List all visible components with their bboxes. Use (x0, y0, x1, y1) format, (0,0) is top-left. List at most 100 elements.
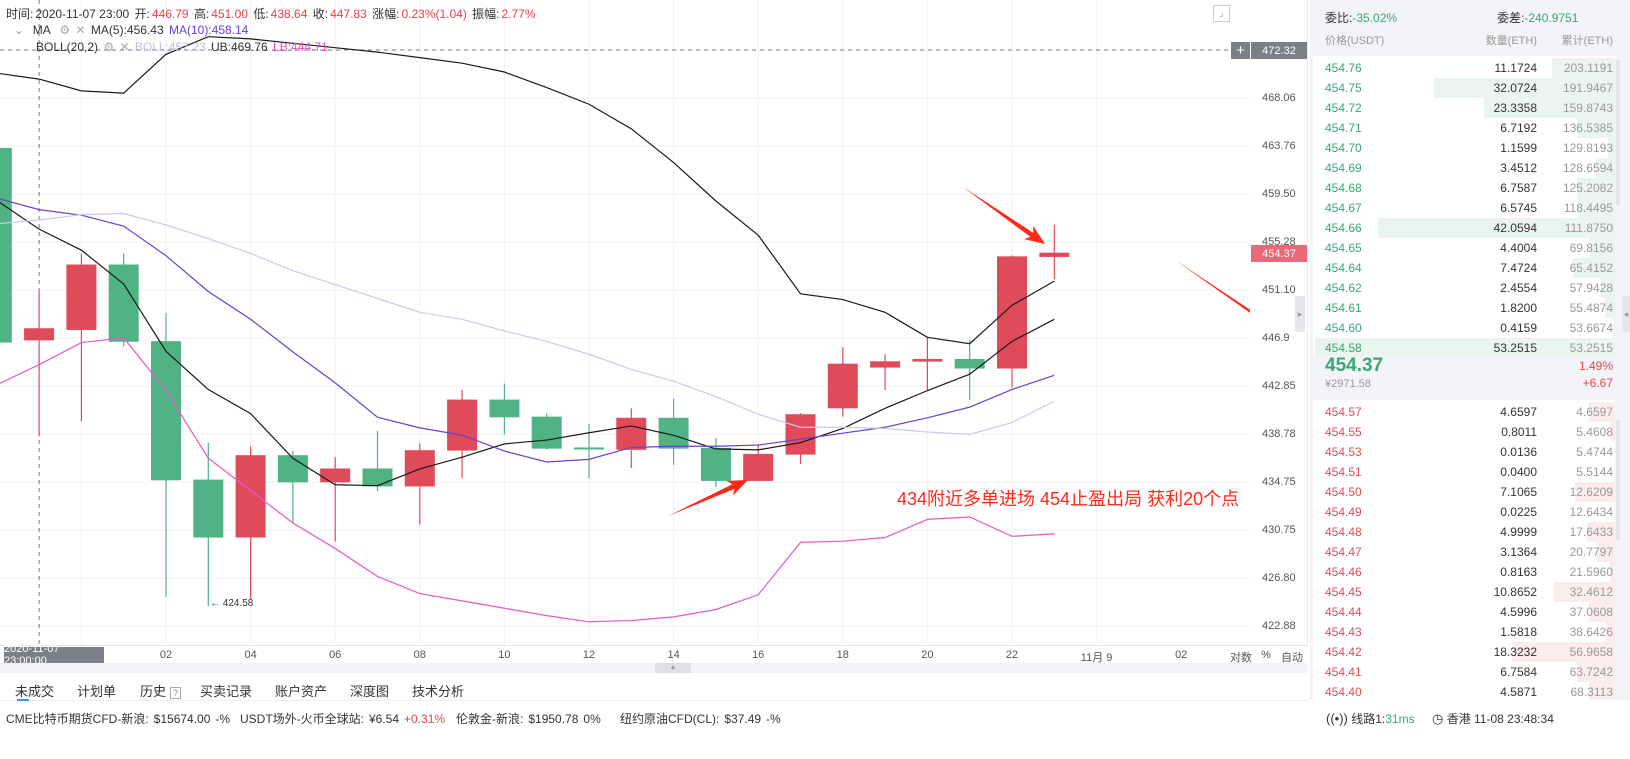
price-cell: 454.71 (1325, 121, 1362, 135)
candle-up (785, 414, 816, 455)
depth-bar (1577, 198, 1615, 218)
price-cell: 454.44 (1325, 605, 1362, 619)
kline-chart[interactable]: 时间: 2020-11-07 23:00 开: 446.79 高: 451.00 低:… (0, 0, 1308, 645)
bid-row[interactable]: 454.45 10.8652 32.4612 (1313, 582, 1615, 602)
ticker-value: ¥6.54 (369, 712, 400, 726)
crosshair-add-button[interactable]: + (1231, 42, 1250, 59)
bid-row[interactable]: 454.47 3.1364 20.7797 (1313, 542, 1615, 562)
ask-row[interactable]: 454.72 23.3358 159.8743 (1313, 98, 1615, 118)
ma5-line (0, 201, 1055, 487)
ask-row[interactable]: 454.67 6.5745 118.4495 (1313, 198, 1615, 218)
tab-2[interactable]: 历史? (140, 677, 182, 700)
fullscreen-icon[interactable]: ⌟ (1213, 5, 1230, 22)
candle-down (0, 147, 12, 343)
bids-scrollbar[interactable] (1616, 420, 1620, 540)
bid-row[interactable]: 454.50 7.1065 12.6209 (1313, 482, 1615, 502)
price-tick-label: 468.06 (1262, 92, 1296, 104)
ask-row[interactable]: 454.70 1.1599 129.8193 (1313, 138, 1615, 158)
ask-row[interactable]: 454.61 1.8200 55.4874 (1313, 298, 1615, 318)
close-icon[interactable]: ✕ (119, 40, 130, 54)
collapse-left-icon[interactable]: ▸ (1295, 296, 1305, 332)
ticker-item[interactable]: CME比特币期货CFD-新浪: $15674.00 -% (6, 710, 235, 727)
tab-0[interactable]: 未成交 (15, 677, 54, 701)
close-icon[interactable]: ✕ (75, 23, 86, 37)
log-scale-toggle[interactable]: 对数 (1230, 652, 1252, 664)
bid-row[interactable]: 454.43 1.5818 38.6426 (1313, 622, 1615, 642)
amount-cell: 0.0136 (1500, 445, 1537, 459)
amount-cell: 3.4512 (1500, 161, 1537, 175)
total-cell: 125.2082 (1562, 181, 1613, 195)
gear-icon[interactable]: ⚙ (103, 40, 115, 54)
high-label: 高: (193, 7, 210, 21)
time-axis[interactable] (0, 645, 1308, 663)
panel-resize-bar[interactable]: ▲ (0, 663, 1308, 673)
help-icon[interactable]: ? (170, 687, 182, 699)
network-status: ((•)) 线路1:31ms (1326, 710, 1415, 727)
ticker-item[interactable]: 纽约原油CFD(CL): $37.49 -% (620, 710, 786, 727)
price-tick-label: 459.50 (1262, 188, 1296, 200)
asks-scrollbar[interactable] (1616, 60, 1620, 205)
bid-row[interactable]: 454.48 4.9999 17.6433 (1313, 522, 1615, 542)
total-cell: 191.9467 (1562, 81, 1613, 95)
bid-row[interactable]: 454.51 0.0400 5.5144 (1313, 462, 1615, 482)
price-cell: 454.68 (1325, 181, 1362, 195)
gear-icon[interactable]: ⚙ (59, 23, 71, 37)
total-cell: 65.4152 (1569, 261, 1613, 275)
chart-canvas[interactable] (0, 0, 1250, 645)
ask-row[interactable]: 454.58 53.2515 53.2515 (1313, 338, 1615, 356)
ask-row[interactable]: 454.76 11.1724 203.1191 (1313, 58, 1615, 78)
tab-4[interactable]: 账户资产 (275, 677, 327, 700)
tab-5[interactable]: 深度图 (350, 677, 389, 700)
bid-row[interactable]: 454.42 18.3232 56.9658 (1313, 642, 1615, 662)
ask-list[interactable]: 454.76 11.1724 203.1191 454.75 32.0724 191.94… (1313, 56, 1615, 356)
bid-row[interactable]: 454.49 0.0225 12.6434 (1313, 502, 1615, 522)
amount-cell: 32.0724 (1493, 81, 1537, 95)
ask-row[interactable]: 454.68 6.7587 125.2082 (1313, 178, 1615, 198)
price-cell: 454.48 (1325, 525, 1362, 539)
bid-list[interactable]: 454.57 4.6597 4.6597 454.55 0.8011 5.4608 454.… (1313, 400, 1615, 700)
total-cell: 21.5960 (1569, 565, 1613, 579)
depth-bar (1610, 422, 1615, 442)
ohlc-legend: 时间: 2020-11-07 23:00 开: 446.79 高: 451.00 低:… (6, 5, 538, 22)
arrow-to-entry-candle (668, 480, 748, 516)
percent-scale-toggle[interactable]: % (1261, 649, 1271, 661)
ticker-item[interactable]: 伦敦金-新浪: $1950.78 0% (456, 710, 606, 727)
ask-row[interactable]: 454.60 0.4159 53.6674 (1313, 318, 1615, 338)
price-tick-label: 434.75 (1262, 476, 1296, 488)
ask-row[interactable]: 454.64 7.4724 65.4152 (1313, 258, 1615, 278)
bid-row[interactable]: 454.55 0.8011 5.4608 (1313, 422, 1615, 442)
ask-row[interactable]: 454.65 4.4004 69.8156 (1313, 238, 1615, 258)
bid-row[interactable]: 454.46 0.8163 21.5960 (1313, 562, 1615, 582)
bid-row[interactable]: 454.53 0.0136 5.4744 (1313, 442, 1615, 462)
price-cell: 454.60 (1325, 321, 1362, 335)
ask-row[interactable]: 454.71 6.7192 136.5385 (1313, 118, 1615, 138)
expand-up-icon[interactable]: ▲ (655, 663, 691, 673)
time-tick-label: 02 (159, 649, 173, 661)
amount-cell: 0.0400 (1500, 465, 1537, 479)
amount-cell: 1.1599 (1500, 141, 1537, 155)
price-cell: 454.40 (1325, 685, 1362, 699)
time-tick-label: 08 (413, 649, 426, 661)
ticker-item[interactable]: USDT场外-火币全球站: ¥6.54 +0.31% (240, 710, 450, 727)
bid-row[interactable]: 454.57 4.6597 4.6597 (1313, 402, 1615, 422)
bid-row[interactable]: 454.44 4.5996 37.0608 (1313, 602, 1615, 622)
price-cell: 454.57 (1325, 405, 1362, 419)
ask-row[interactable]: 454.69 3.4512 128.6594 (1313, 158, 1615, 178)
ask-row[interactable]: 454.66 42.0594 111.8750 (1313, 218, 1615, 238)
price-cell: 454.62 (1325, 281, 1362, 295)
auto-scale-toggle[interactable]: 自动 (1281, 652, 1303, 664)
amount-cell: 0.4159 (1500, 321, 1537, 335)
bid-row[interactable]: 454.40 4.5871 68.3113 (1313, 682, 1615, 700)
time-tick-label: 18 (836, 649, 849, 661)
tab-3[interactable]: 买卖记录 (200, 677, 252, 700)
open-label: 开: (134, 7, 150, 21)
tab-1[interactable]: 计划单 (77, 677, 116, 700)
chevron-down-icon[interactable]: ⌄ (14, 23, 25, 37)
ticker-change: -% (215, 712, 231, 726)
bid-row[interactable]: 454.41 6.7584 63.7242 (1313, 662, 1615, 682)
ask-row[interactable]: 454.62 2.4554 57.9428 (1313, 278, 1615, 298)
collapse-right-icon[interactable]: ◂ (1622, 296, 1630, 332)
total-cell: 69.8156 (1569, 241, 1613, 255)
ask-row[interactable]: 454.75 32.0724 191.9467 (1313, 78, 1615, 98)
tab-6[interactable]: 技术分析 (412, 677, 464, 700)
